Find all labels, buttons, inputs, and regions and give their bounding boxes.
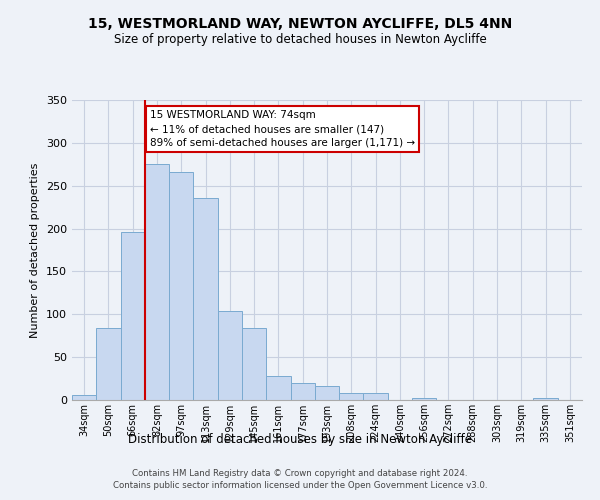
Bar xyxy=(145,164,169,400)
Bar xyxy=(315,386,339,400)
Text: Contains HM Land Registry data © Crown copyright and database right 2024.: Contains HM Land Registry data © Crown c… xyxy=(132,468,468,477)
Text: 15 WESTMORLAND WAY: 74sqm
← 11% of detached houses are smaller (147)
89% of semi: 15 WESTMORLAND WAY: 74sqm ← 11% of detac… xyxy=(150,110,415,148)
Text: Contains public sector information licensed under the Open Government Licence v3: Contains public sector information licen… xyxy=(113,481,487,490)
Bar xyxy=(242,328,266,400)
Bar xyxy=(412,398,436,400)
Bar xyxy=(121,232,145,400)
Y-axis label: Number of detached properties: Number of detached properties xyxy=(31,162,40,338)
Text: Distribution of detached houses by size in Newton Aycliffe: Distribution of detached houses by size … xyxy=(128,434,472,446)
Text: 15, WESTMORLAND WAY, NEWTON AYCLIFFE, DL5 4NN: 15, WESTMORLAND WAY, NEWTON AYCLIFFE, DL… xyxy=(88,18,512,32)
Bar xyxy=(364,393,388,400)
Bar xyxy=(218,311,242,400)
Bar xyxy=(72,395,96,400)
Bar xyxy=(193,198,218,400)
Bar xyxy=(96,328,121,400)
Text: Size of property relative to detached houses in Newton Aycliffe: Size of property relative to detached ho… xyxy=(113,32,487,46)
Bar xyxy=(266,376,290,400)
Bar xyxy=(533,398,558,400)
Bar xyxy=(169,172,193,400)
Bar xyxy=(290,383,315,400)
Bar xyxy=(339,393,364,400)
